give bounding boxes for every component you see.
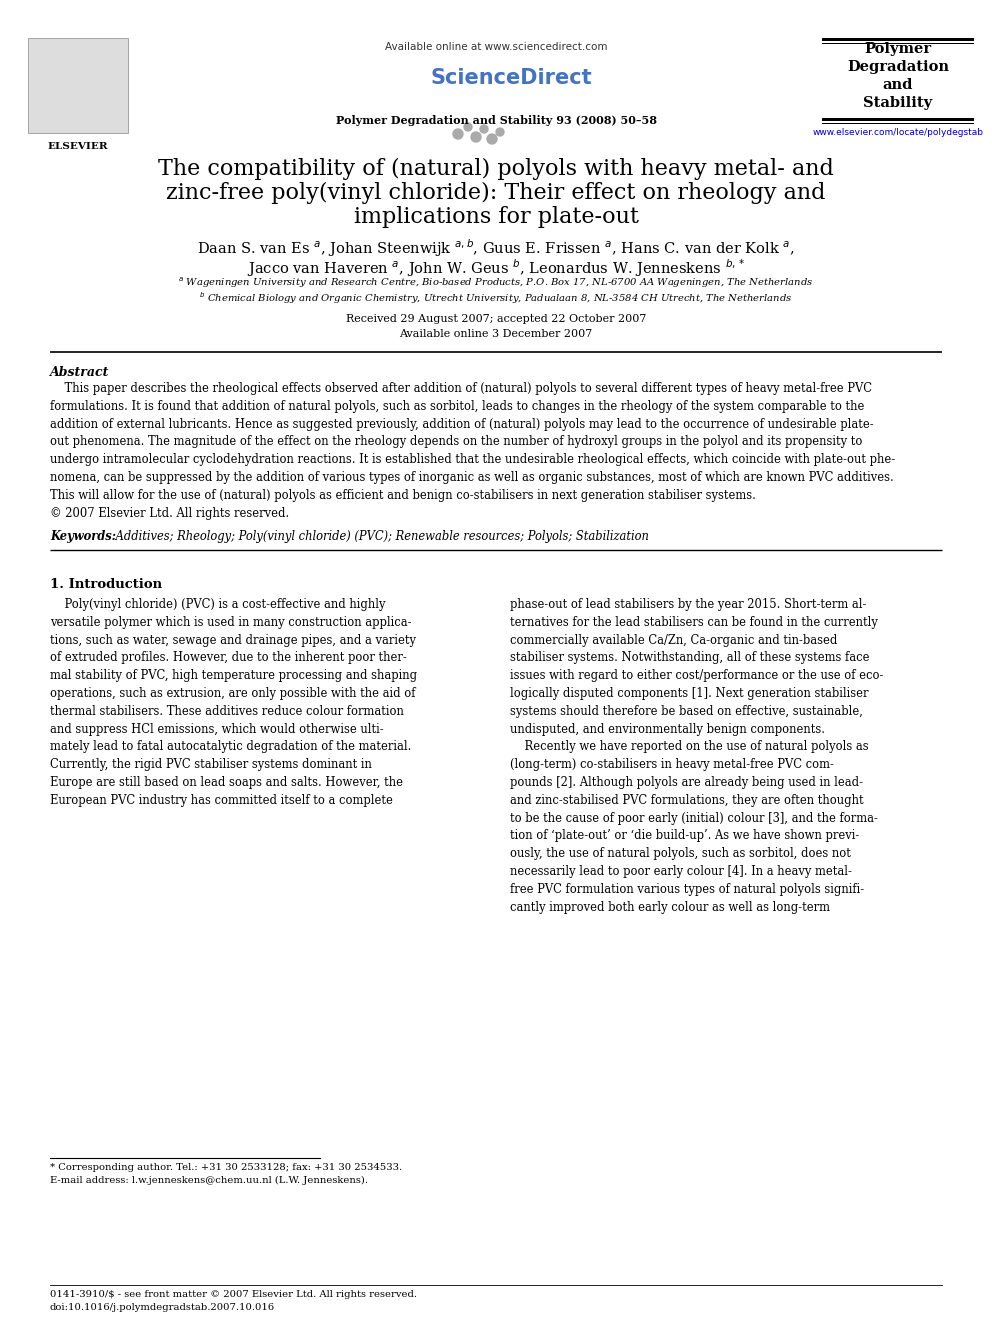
Text: 0141-3910/$ - see front matter © 2007 Elsevier Ltd. All rights reserved.: 0141-3910/$ - see front matter © 2007 El…: [50, 1290, 417, 1299]
Text: www.elsevier.com/locate/polydegstab: www.elsevier.com/locate/polydegstab: [812, 128, 983, 138]
Text: Polymer Degradation and Stability 93 (2008) 50–58: Polymer Degradation and Stability 93 (20…: [335, 115, 657, 126]
Text: Jacco van Haveren $^{a}$, John W. Geus $^{b}$, Leonardus W. Jenneskens $^{b,*}$: Jacco van Haveren $^{a}$, John W. Geus $…: [247, 257, 745, 279]
Text: implications for plate-out: implications for plate-out: [353, 206, 639, 228]
Text: phase-out of lead stabilisers by the year 2015. Short-term al-
ternatives for th: phase-out of lead stabilisers by the yea…: [510, 598, 883, 914]
Circle shape: [487, 134, 497, 144]
Circle shape: [496, 128, 504, 136]
Text: Available online 3 December 2007: Available online 3 December 2007: [400, 329, 592, 339]
Text: Poly(vinyl chloride) (PVC) is a cost-effective and highly
versatile polymer whic: Poly(vinyl chloride) (PVC) is a cost-eff…: [50, 598, 417, 807]
Circle shape: [464, 123, 472, 131]
Text: $^{b}$ Chemical Biology and Organic Chemistry, Utrecht University, Padualaan 8, : $^{b}$ Chemical Biology and Organic Chem…: [199, 290, 793, 306]
Text: doi:10.1016/j.polymdegradstab.2007.10.016: doi:10.1016/j.polymdegradstab.2007.10.01…: [50, 1303, 275, 1312]
Bar: [28, 38, 128, 134]
Text: Keywords:: Keywords:: [50, 531, 116, 542]
Text: zinc-free poly(vinyl chloride): Their effect on rheology and: zinc-free poly(vinyl chloride): Their ef…: [167, 183, 825, 204]
Text: ScienceDirect: ScienceDirect: [431, 67, 592, 89]
Text: The compatibility of (natural) polyols with heavy metal- and: The compatibility of (natural) polyols w…: [158, 157, 834, 180]
Text: * Corresponding author. Tel.: +31 30 2533128; fax: +31 30 2534533.: * Corresponding author. Tel.: +31 30 253…: [50, 1163, 402, 1172]
Circle shape: [480, 124, 488, 134]
Text: ELSEVIER: ELSEVIER: [48, 142, 108, 151]
Text: Additives; Rheology; Poly(vinyl chloride) (PVC); Renewable resources; Polyols; S: Additives; Rheology; Poly(vinyl chloride…: [112, 531, 649, 542]
Bar: [822, 118, 974, 120]
Text: Polymer
Degradation
and
Stability: Polymer Degradation and Stability: [847, 42, 949, 110]
Text: 1. Introduction: 1. Introduction: [50, 578, 162, 591]
Text: Received 29 August 2007; accepted 22 October 2007: Received 29 August 2007; accepted 22 Oct…: [346, 314, 646, 324]
Circle shape: [453, 130, 463, 139]
Text: Available online at www.sciencedirect.com: Available online at www.sciencedirect.co…: [385, 42, 607, 52]
Text: Abstract: Abstract: [50, 366, 109, 378]
Text: This paper describes the rheological effects observed after addition of (natural: This paper describes the rheological eff…: [50, 382, 895, 520]
Text: E-mail address: l.w.jenneskens@chem.uu.nl (L.W. Jenneskens).: E-mail address: l.w.jenneskens@chem.uu.n…: [50, 1176, 368, 1185]
Text: $^{a}$ Wageningen University and Research Centre, Bio-based Products, P.O. Box 1: $^{a}$ Wageningen University and Researc…: [179, 277, 813, 291]
Text: Daan S. van Es $^{a}$, Johan Steenwijk $^{a,b}$, Guus E. Frissen $^{a}$, Hans C.: Daan S. van Es $^{a}$, Johan Steenwijk $…: [197, 237, 795, 259]
Bar: [822, 38, 974, 41]
Circle shape: [471, 132, 481, 142]
